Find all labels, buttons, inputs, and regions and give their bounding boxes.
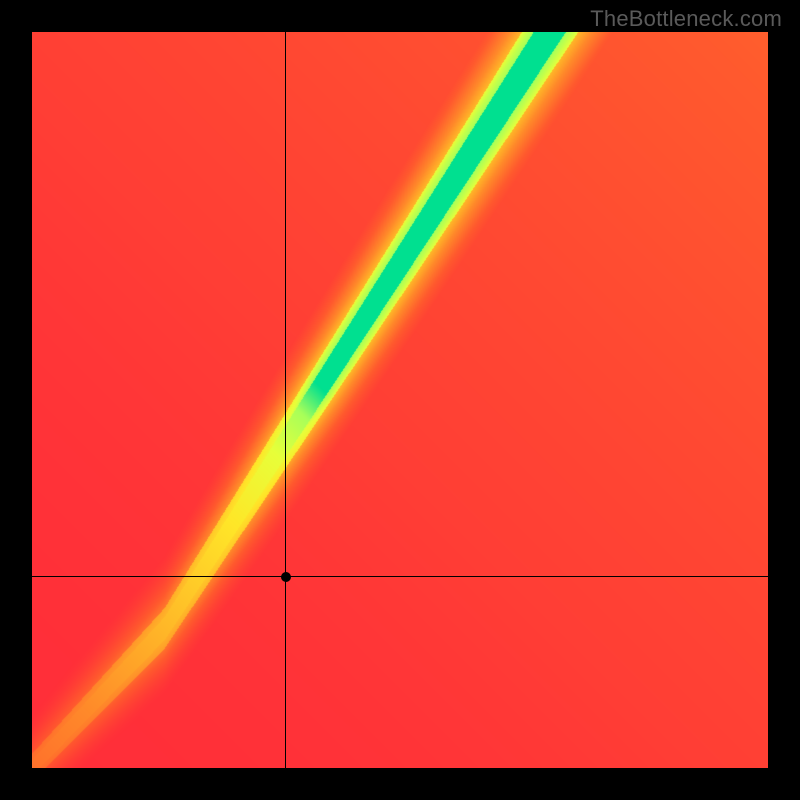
crosshair-vertical	[285, 32, 286, 768]
plot-area	[32, 32, 768, 768]
crosshair-horizontal	[32, 576, 768, 577]
crosshair-marker	[281, 572, 291, 582]
heatmap-canvas	[32, 32, 768, 768]
watermark-label: TheBottleneck.com	[590, 6, 782, 32]
chart-container: TheBottleneck.com	[0, 0, 800, 800]
